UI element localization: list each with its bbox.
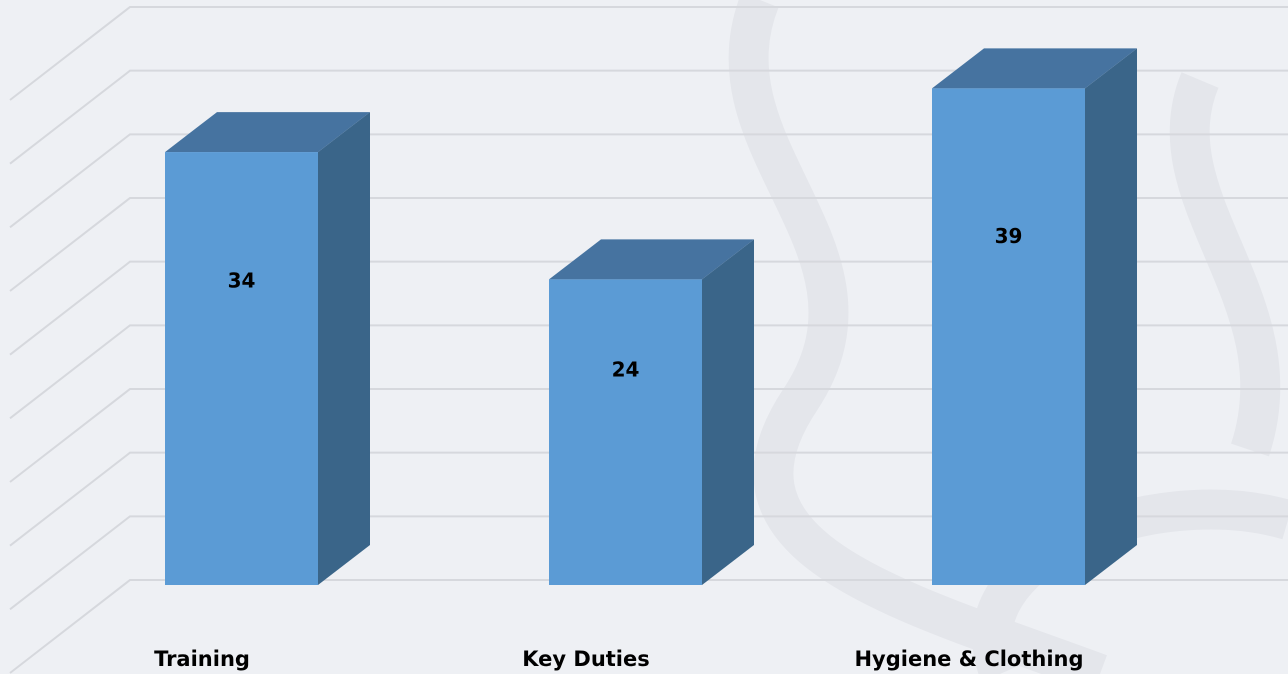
bar <box>165 152 318 586</box>
grid-line <box>9 133 1288 229</box>
x-tick-label: Key Duties <box>522 647 650 671</box>
grid-line <box>9 579 1288 674</box>
grid <box>9 6 1288 674</box>
bar-side <box>318 112 370 586</box>
grid-line <box>9 197 1288 292</box>
grid-line <box>9 515 1288 611</box>
bars: 34 Training 24 Key Duties 39 Hygiene & Clothi… <box>154 48 1137 671</box>
grid-line <box>9 69 1288 165</box>
bar-top <box>165 112 370 153</box>
bar <box>932 88 1085 586</box>
value-label: 24 <box>612 358 640 382</box>
value-label: 34 <box>228 268 256 292</box>
bar-side <box>1085 48 1137 585</box>
bar-top <box>549 239 754 280</box>
value-label: 39 <box>995 224 1023 248</box>
x-tick-label: Hygiene & Clothing <box>854 647 1083 671</box>
grid-line <box>9 388 1288 483</box>
bar <box>549 279 702 585</box>
grid-line <box>9 6 1288 101</box>
grid-line <box>9 260 1288 356</box>
grid-line <box>9 451 1288 547</box>
x-tick-label: Training <box>154 647 250 671</box>
bar-side <box>702 239 754 585</box>
bar-top <box>932 48 1137 89</box>
grid-line <box>9 324 1288 420</box>
